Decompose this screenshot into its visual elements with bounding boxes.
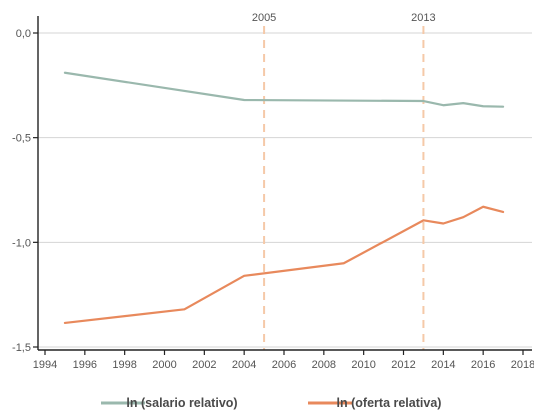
x-tick-label: 2018 [511,359,534,371]
legend-label-2: ln (oferta relativa) [337,396,442,410]
x-tick-label: 2010 [351,359,375,371]
x-tick-label: 1994 [33,359,57,371]
y-tick-label: -0,5 [12,133,31,145]
x-tick-label: 2000 [152,359,176,371]
x-tick-label: 2008 [312,359,336,371]
x-tick-label: 2002 [192,359,216,371]
series-layer [63,71,505,325]
y-tick-label: -1,5 [12,342,31,354]
x-tick-label: 2014 [431,359,455,371]
legend-label-1: ln (salario relativo) [126,396,237,410]
legend: ln (salario relativo) ln (oferta relativa… [101,396,441,410]
x-tick-label: 2004 [232,359,256,371]
y-tick-label: -1,0 [12,237,31,249]
x-tick-label: 2006 [272,359,296,371]
reference-line-label: 2005 [252,12,276,24]
x-tick-label: 1996 [73,359,97,371]
reference-lines: 2005 2013 [252,12,436,350]
x-tick-label: 1998 [112,359,136,371]
grid-layer [38,32,532,348]
reference-line-label: 2013 [411,12,435,24]
y-tick-label: 0,0 [16,28,31,40]
x-tick-label: 2012 [391,359,415,371]
series-line-2 [63,205,505,325]
series-line-1 [63,71,505,108]
x-tick-label: 2016 [471,359,495,371]
